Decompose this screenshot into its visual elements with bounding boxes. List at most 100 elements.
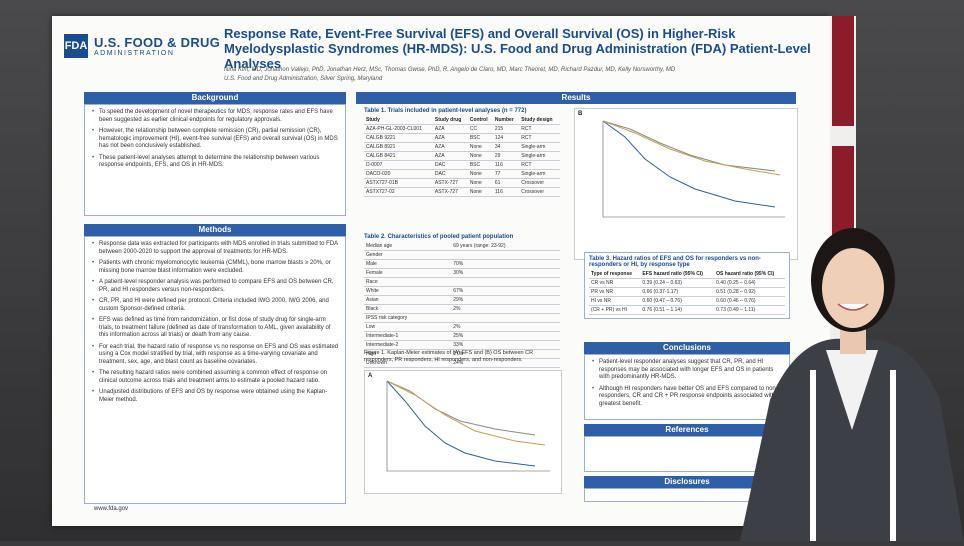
table1-cell: None (467, 151, 493, 161)
table2-row: High 17% (364, 349, 560, 359)
table2-title: Table 2. Characteristics of pooled patie… (364, 234, 514, 240)
table3-cell: (CR + PR) vs HI (589, 305, 641, 315)
table2-cell: 29% (451, 295, 560, 305)
methods-bullet: CR, PR, and HI were defined per protocol… (92, 298, 339, 313)
table2-row: IPSS risk category (364, 313, 560, 323)
table1-cell: None (467, 169, 493, 179)
table1-row: ASTX727-02 ASTX-727 None 116 Crossover (364, 187, 560, 197)
table2-cell: Median age (364, 242, 452, 251)
table2-cell: Black (364, 304, 452, 314)
table1-cell: AZA-PH-GL-2003-CL001 (364, 124, 433, 134)
table1-cell: RCT (519, 124, 560, 134)
table2-cell: 70% (451, 259, 560, 269)
table1-cell: None (467, 187, 493, 197)
table2-row: Asian 29% (364, 295, 560, 305)
table1-row: D-0007 DAC BSC 116 RCT (364, 160, 560, 170)
table2: Median age 69 years (range: 23-92) Gender M… (364, 242, 560, 368)
table1-cell: CALGB 9221 (364, 133, 433, 143)
table2-cell: 67% (451, 286, 560, 296)
conclusions-box: Patient-level responder analyses suggest… (584, 354, 790, 420)
background-box: To speed the development of novel therap… (84, 104, 346, 216)
table2-cell: Male (364, 259, 452, 269)
table1-header: Study drug (432, 116, 468, 125)
table1-cell: Single-arm (519, 151, 560, 161)
fda-name: U.S. FOOD & DRUG (94, 35, 221, 50)
figure1-caption: Figure 1. Kaplan-Meier estimates of (A) … (364, 350, 534, 363)
table1-cell: AZA (432, 124, 468, 134)
table3-cell: 0.76 (0.51 – 1.14) (640, 305, 715, 315)
table1-cell: 215 (492, 124, 520, 134)
table1-cell: D-0007 (364, 160, 433, 170)
table1-cell: DACO-020 (364, 169, 433, 179)
table1-cell: 124 (492, 133, 520, 143)
table2-cell (451, 313, 560, 323)
table3-cell: PR vs NR (589, 287, 641, 297)
table2-cell (451, 250, 560, 260)
table1-cell: None (467, 178, 493, 188)
table1-cell: DAC (432, 160, 468, 170)
table2-cell: 2% (451, 322, 560, 332)
km-os-curves (602, 120, 785, 218)
table3-cell: 0.39 (0.24 – 0.63) (640, 278, 715, 288)
research-poster: FDA U.S. FOOD & DRUG ADMINISTRATION Resp… (52, 16, 830, 526)
table2-row: Gender (364, 250, 560, 260)
table3-cell: 0.60 (0.46 – 0.76) (714, 296, 785, 306)
table1-cell: ASTX-727 (432, 178, 468, 188)
table3-cell: CR vs NR (589, 278, 641, 288)
km-plot-efs: A (364, 370, 562, 494)
conclusion-bullet: Patient-level responder analyses suggest… (592, 359, 783, 382)
table2-cell: 25% (451, 331, 560, 341)
table1-row: CALGB 9221 AZA BSC 124 RCT (364, 133, 560, 143)
table1-cell: Crossover (519, 178, 560, 188)
table1-header: Study design (519, 116, 560, 125)
table1-row: AZA-PH-GL-2003-CL001 AZA CC 215 RCT (364, 124, 560, 134)
table3-cell: 0.60 (0.47 – 0.76) (640, 296, 715, 306)
table1-cell: CALGB 8421 (364, 151, 433, 161)
table1-cell: 29 (492, 151, 520, 161)
km-efs-curves (386, 380, 550, 472)
background-heading: Background (84, 92, 346, 104)
table2-row: Intermediate-2 33% (364, 340, 560, 350)
methods-bullet: A patient-level responder analysis was p… (92, 279, 339, 294)
table2-cell (451, 277, 560, 287)
table2-cell: Unknown (364, 358, 452, 368)
table2-cell: Gender (364, 250, 452, 260)
table3-cell: 0.40 (0.25 – 0.64) (714, 278, 785, 288)
table1-cell: ASTX727-01B (364, 178, 433, 188)
table1-cell: CALGB 8921 (364, 142, 433, 152)
panel-label: B (578, 111, 583, 117)
fda-admin: ADMINISTRATION (94, 50, 175, 57)
conclusions-block: Conclusions Patient-level responder anal… (584, 342, 790, 502)
table3-block: Table 3. Hazard ratios of EFS and OS for… (584, 252, 790, 319)
banner-block (832, 16, 854, 126)
background-bullet: These patient-level analyses attempt to … (92, 155, 339, 170)
fda-logo: FDA U.S. FOOD & DRUG ADMINISTRATION (64, 34, 220, 58)
presenter-photo (740, 200, 964, 541)
disclosures-heading: Disclosures (584, 476, 790, 488)
table1-header: Control (467, 116, 493, 125)
results-heading: Results (356, 92, 796, 104)
table2-cell: White (364, 286, 452, 296)
table3-box: Table 3. Hazard ratios of EFS and OS for… (584, 252, 790, 319)
table2-cell: Female (364, 268, 452, 278)
table1-cell: RCT (519, 160, 560, 170)
table1-row: DACO-020 DAC None 77 Single-arm (364, 169, 560, 179)
table1-cell: 116 (492, 160, 520, 170)
table1-cell: 34 (492, 142, 520, 152)
table3-cell: 0.51 (0.28 – 0.92) (714, 287, 785, 297)
table2-cell: 24% (451, 358, 560, 368)
table3-header: EFS hazard ratio (95% CI) (640, 270, 715, 279)
table2-row: Low 2% (364, 322, 560, 332)
table1-cell: AZA (432, 142, 468, 152)
references-heading: References (584, 424, 790, 436)
table2-row: Female 30% (364, 268, 560, 278)
table1-header: Number (492, 116, 520, 125)
panel-label: A (368, 373, 373, 379)
table2-row: Intermediate-1 25% (364, 331, 560, 341)
methods-bullet: Unadjusted distributions of EFS and OS b… (92, 389, 339, 404)
methods-bullet: EFS was defined as time from randomizati… (92, 317, 339, 340)
table2-row: Unknown 24% (364, 358, 560, 368)
methods-heading: Methods (84, 224, 346, 236)
table1-title: Table 1. Trials included in patient-leve… (364, 108, 527, 114)
table1-cell: 116 (492, 187, 520, 197)
